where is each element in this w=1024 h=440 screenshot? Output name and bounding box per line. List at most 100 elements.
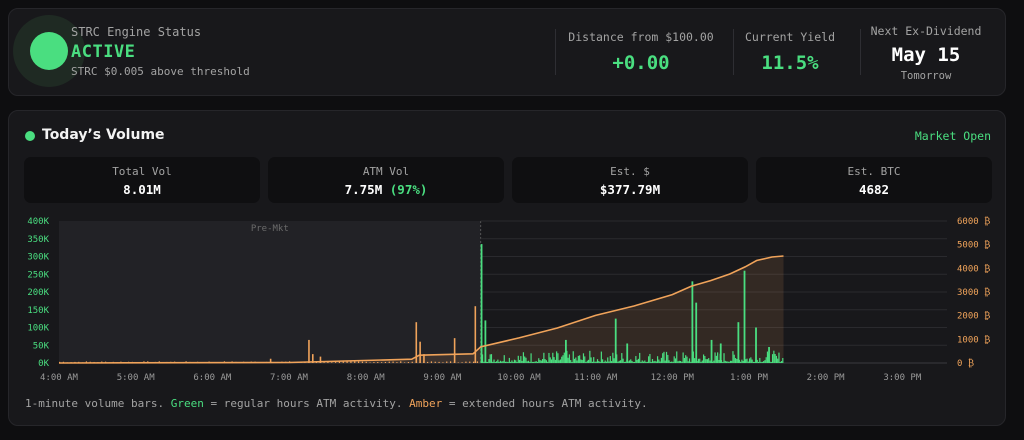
caption-green: Green xyxy=(170,397,204,410)
extended-bar xyxy=(373,362,375,363)
regular-bar xyxy=(566,350,568,363)
metric-label: Current Yield xyxy=(744,30,835,44)
regular-bar xyxy=(705,359,707,363)
regular-bar xyxy=(688,358,691,363)
regular-bar xyxy=(746,358,748,363)
y-right-tick: 0 ₿ xyxy=(957,358,974,369)
stat-atm-vol: ATM Vol 7.75M (97%) xyxy=(268,157,504,203)
regular-bar xyxy=(678,360,680,363)
regular-bar xyxy=(644,360,646,363)
regular-bar xyxy=(498,361,500,363)
regular-bar xyxy=(663,351,665,363)
btc-cumulative-line xyxy=(58,255,784,364)
regular-spike-bar xyxy=(626,343,629,363)
regular-bar xyxy=(598,361,600,363)
regular-bar xyxy=(518,359,521,363)
regular-bar xyxy=(727,361,729,363)
regular-bar xyxy=(547,361,549,363)
regular-bar xyxy=(596,359,599,363)
x-tick: 3:00 PM xyxy=(883,373,922,383)
regular-bar xyxy=(618,360,620,363)
btc-cumulative-area xyxy=(59,256,784,363)
regular-bar xyxy=(607,357,609,363)
regular-bar xyxy=(490,354,493,363)
x-tick: 9:00 AM xyxy=(423,373,462,383)
extended-bar xyxy=(380,362,383,363)
regular-bar xyxy=(584,356,586,363)
regular-bar xyxy=(575,357,577,363)
caption-text: = regular hours ATM activity. xyxy=(203,397,410,410)
extended-bar xyxy=(354,361,356,363)
y-right-tick: 6000 ₿ xyxy=(957,216,990,227)
extended-bar xyxy=(442,362,444,363)
regular-bar xyxy=(759,357,761,363)
regular-bar xyxy=(623,361,625,363)
regular-bar xyxy=(612,352,614,363)
regular-spike-bar xyxy=(743,270,746,363)
regular-bar xyxy=(649,353,651,363)
regular-bar xyxy=(492,361,494,363)
metric-value: 11.5% xyxy=(761,52,819,74)
regular-bar xyxy=(738,359,740,363)
metric-sub: Tomorrow xyxy=(900,70,952,82)
regular-bar xyxy=(765,357,767,363)
regular-bar xyxy=(520,356,522,363)
regular-bar xyxy=(494,361,496,363)
regular-bar xyxy=(538,358,540,363)
regular-bar xyxy=(521,360,523,363)
regular-bar xyxy=(658,359,660,363)
regular-spike-bar xyxy=(564,339,567,363)
regular-bar xyxy=(617,361,619,363)
regular-bar xyxy=(534,361,536,363)
regular-bar xyxy=(676,351,678,363)
regular-bar xyxy=(646,361,648,363)
regular-bar xyxy=(639,352,641,363)
regular-bar xyxy=(685,355,687,363)
regular-bar xyxy=(579,355,581,363)
regular-bar xyxy=(600,351,602,363)
extended-bar xyxy=(331,362,333,363)
extended-bar xyxy=(369,362,371,363)
regular-bar xyxy=(748,358,751,363)
status-label: STRC Engine Status xyxy=(71,25,202,39)
regular-spike-bar xyxy=(484,320,487,363)
regular-bar xyxy=(641,360,643,363)
extended-bar xyxy=(465,361,467,363)
regular-bar xyxy=(714,352,716,363)
regular-bar xyxy=(724,360,726,363)
y-left-tick: 100K xyxy=(27,324,49,334)
regular-bar xyxy=(734,358,737,363)
regular-bar xyxy=(625,361,627,363)
regular-bar xyxy=(544,359,546,363)
regular-bar xyxy=(589,350,591,363)
regular-bar xyxy=(622,358,624,363)
y-right-tick: 3000 ₿ xyxy=(957,287,990,298)
regular-bar xyxy=(771,354,774,363)
extended-bar xyxy=(377,362,379,363)
y-right-tick: 1000 ₿ xyxy=(957,334,990,345)
x-tick: 6:00 AM xyxy=(193,373,232,383)
regular-bar xyxy=(770,361,772,363)
regular-bar xyxy=(708,358,710,363)
regular-bar xyxy=(580,359,582,363)
regular-bar xyxy=(570,360,572,363)
regular-bar xyxy=(673,356,675,363)
regular-bar xyxy=(508,357,510,363)
extended-bar xyxy=(357,361,360,363)
regular-bar xyxy=(512,361,514,363)
regular-bar xyxy=(576,360,578,363)
extended-bar xyxy=(346,361,348,363)
volume-chart: Pre-Mkt 0K 50K 100K 150K 200K 250K 300K 350K 400K… xyxy=(27,216,990,383)
y-right-tick: 5000 ₿ xyxy=(957,240,990,251)
extended-spike-bar xyxy=(311,354,314,363)
regular-bar xyxy=(526,361,528,363)
stat-est-btc: Est. BTC 4682 xyxy=(756,157,992,203)
engine-status-card: STRC Engine Status ACTIVE STRC $0.005 ab… xyxy=(8,8,1006,96)
regular-bar xyxy=(756,359,758,363)
regular-bar xyxy=(694,358,696,363)
regular-bar xyxy=(585,361,587,363)
regular-bar xyxy=(517,355,519,363)
regular-bar xyxy=(702,354,705,363)
regular-bar xyxy=(493,359,495,363)
regular-bar xyxy=(548,352,550,363)
